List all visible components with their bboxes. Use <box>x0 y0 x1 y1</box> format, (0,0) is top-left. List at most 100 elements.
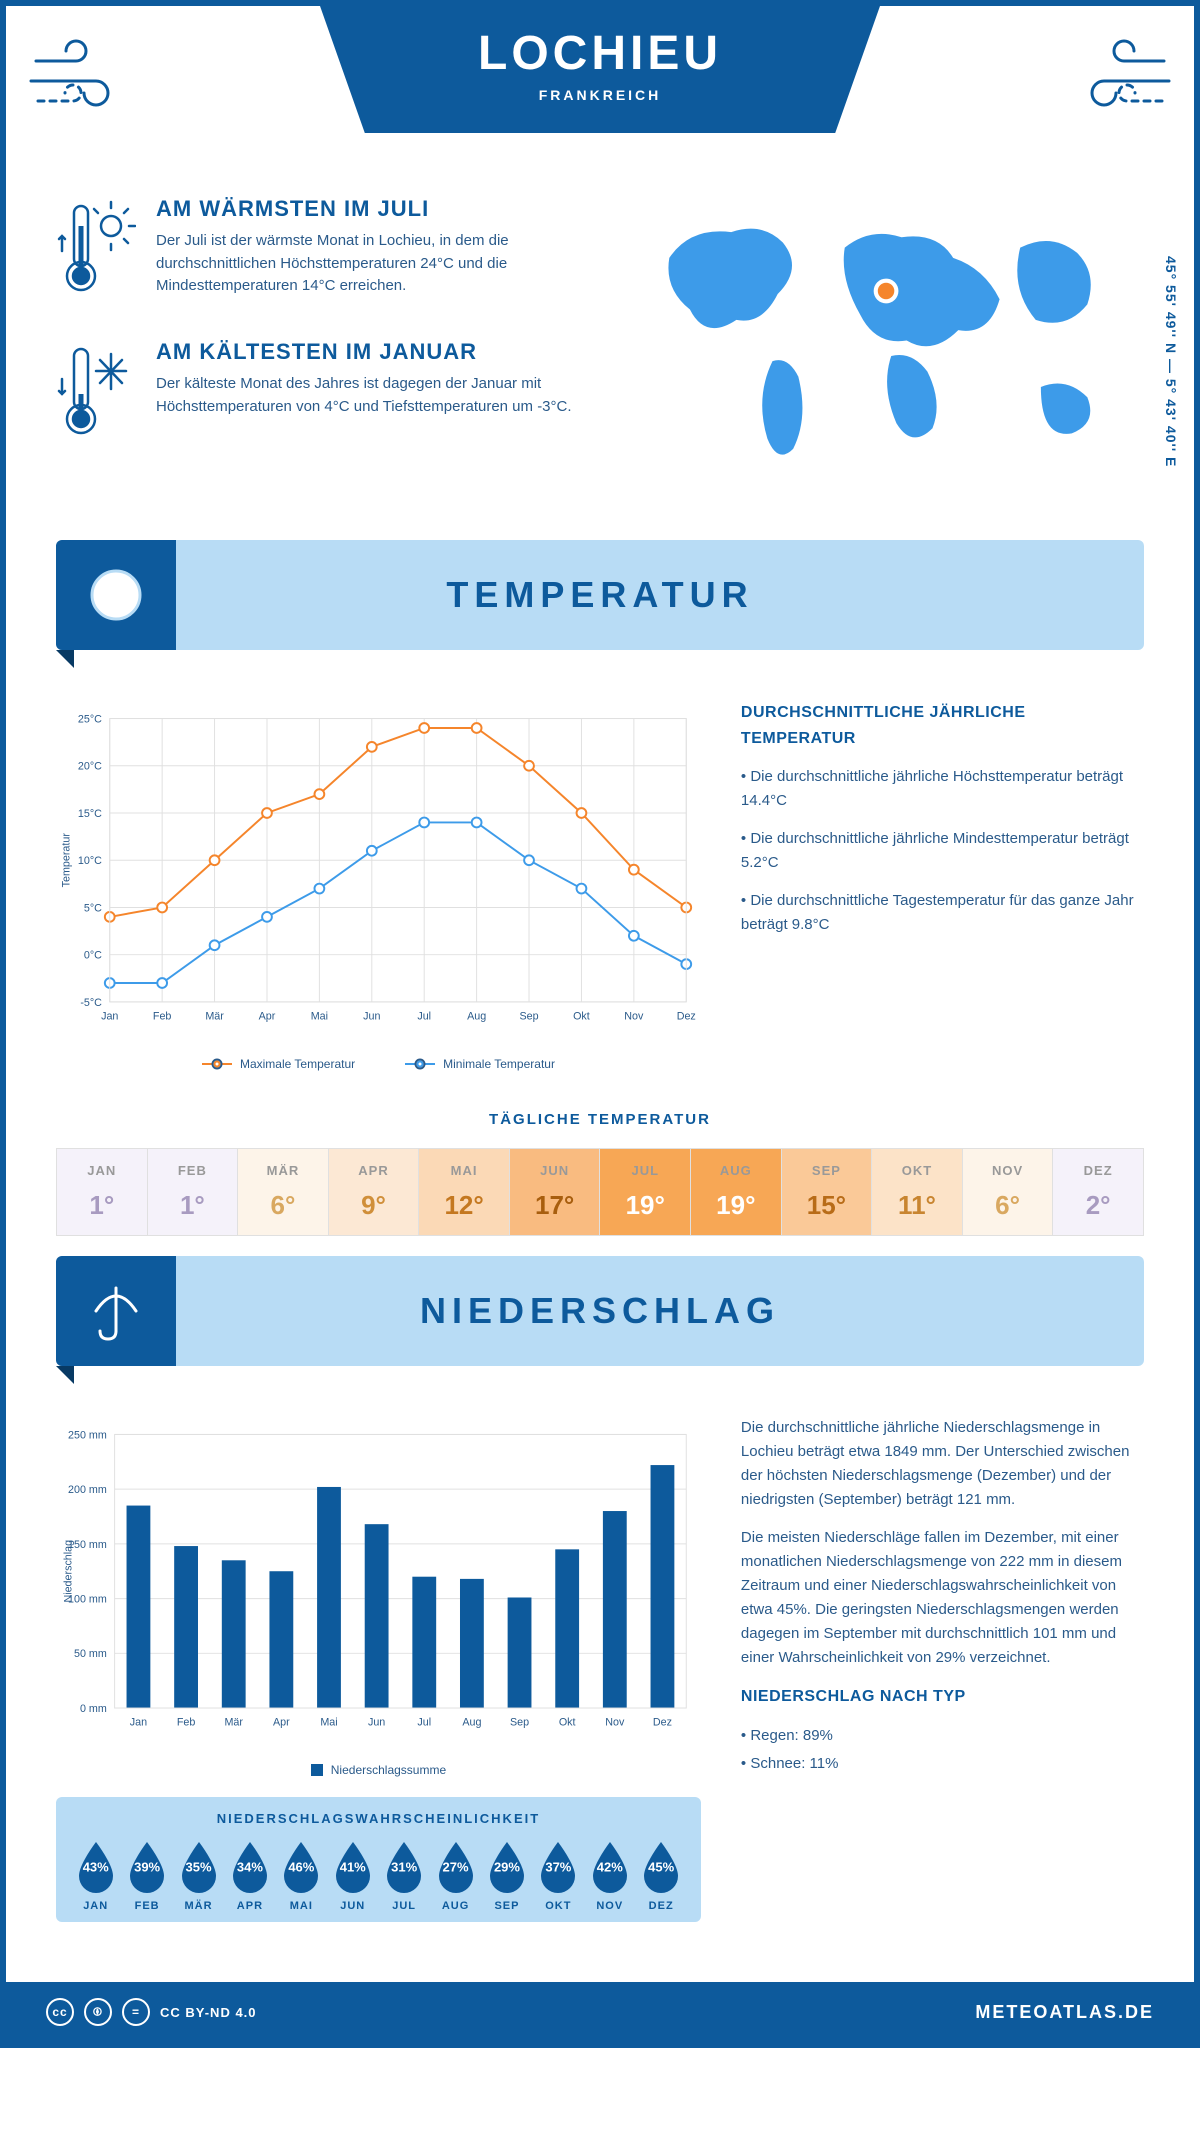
prob-month: FEB <box>123 1900 170 1912</box>
temp-table-cell: DEZ2° <box>1053 1149 1143 1235</box>
svg-text:Sep: Sep <box>510 1717 529 1729</box>
temp-cell-month: APR <box>333 1163 415 1178</box>
temp-cell-value: 9° <box>333 1190 415 1221</box>
wind-icon-left <box>26 36 136 131</box>
temperature-section-header: TEMPERATUR <box>56 540 1144 650</box>
precipitation-section-header: NIEDERSCHLAG <box>56 1256 1144 1366</box>
prob-value: 27% <box>443 1860 469 1875</box>
svg-text:15°C: 15°C <box>78 808 102 820</box>
drop-icon: 31% <box>381 1838 427 1894</box>
prob-month: AUG <box>432 1900 479 1912</box>
prob-month: DEZ <box>637 1900 684 1912</box>
svg-text:-5°C: -5°C <box>80 997 102 1009</box>
cc-icon: cc <box>46 1998 74 2026</box>
title-banner: LOCHIEU FRANKREICH <box>320 6 880 133</box>
svg-text:Aug: Aug <box>462 1717 481 1729</box>
precip-prob-item: 39% FEB <box>123 1838 170 1912</box>
prob-month: JUL <box>380 1900 427 1912</box>
svg-text:0°C: 0°C <box>84 950 102 962</box>
svg-text:Nov: Nov <box>605 1717 625 1729</box>
city-title: LOCHIEU <box>360 26 840 81</box>
license-text: CC BY-ND 4.0 <box>160 2005 257 2020</box>
header: LOCHIEU FRANKREICH <box>6 6 1194 186</box>
precipitation-bar-chart: 0 mm50 mm100 mm150 mm200 mm250 mmJanFebM… <box>56 1416 701 1746</box>
nd-icon: = <box>122 1998 150 2026</box>
prob-value: 42% <box>597 1860 623 1875</box>
coordinates: 45° 55' 49'' N — 5° 43' 40'' E <box>1163 256 1179 467</box>
temp-cell-value: 19° <box>604 1190 686 1221</box>
thermometer-hot-icon <box>56 196 136 311</box>
temp-cell-month: SEP <box>786 1163 868 1178</box>
svg-text:Feb: Feb <box>153 1011 172 1023</box>
drop-icon: 45% <box>638 1838 684 1894</box>
svg-text:Jul: Jul <box>417 1011 431 1023</box>
svg-text:Jun: Jun <box>363 1011 380 1023</box>
temp-info-bullet: • Die durchschnittliche jährliche Höchst… <box>741 765 1144 813</box>
umbrella-icon <box>56 1256 176 1366</box>
coldest-text: Der kälteste Monat des Jahres ist dagege… <box>156 373 598 418</box>
precip-chart-legend: Niederschlagssumme <box>56 1763 701 1777</box>
svg-text:Apr: Apr <box>273 1717 290 1729</box>
daily-temp-title: TÄGLICHE TEMPERATUR <box>6 1111 1194 1128</box>
legend-precip-label: Niederschlagssumme <box>331 1763 446 1777</box>
svg-text:Temperatur: Temperatur <box>61 833 73 888</box>
prob-month: MÄR <box>175 1900 222 1912</box>
drop-icon: 41% <box>330 1838 376 1894</box>
precip-prob-item: 31% JUL <box>380 1838 427 1912</box>
svg-text:Mai: Mai <box>311 1011 328 1023</box>
thermometer-cold-icon <box>56 339 136 454</box>
precip-prob-item: 42%NOV <box>586 1838 633 1912</box>
temperature-line-chart: -5°C0°C5°C10°C15°C20°C25°CJanFebMärAprMa… <box>56 700 701 1040</box>
drop-icon: 39% <box>124 1838 170 1894</box>
precip-info-para: Die durchschnittliche jährliche Niedersc… <box>741 1416 1144 1512</box>
svg-text:Dez: Dez <box>653 1717 672 1729</box>
precipitation-title: NIEDERSCHLAG <box>176 1290 1144 1332</box>
temp-cell-month: MAI <box>423 1163 505 1178</box>
temp-table-cell: MÄR6° <box>238 1149 329 1235</box>
temp-info-title: DURCHSCHNITTLICHE JÄHRLICHE TEMPERATUR <box>741 700 1144 751</box>
precip-type-bullet: • Schnee: 11% <box>741 1752 1144 1776</box>
svg-text:Okt: Okt <box>559 1717 576 1729</box>
temp-cell-month: JAN <box>61 1163 143 1178</box>
prob-value: 34% <box>237 1860 263 1875</box>
temp-table-cell: AUG19° <box>691 1149 782 1235</box>
intro-section: AM WÄRMSTEN IM JULI Der Juli ist der wär… <box>6 186 1194 520</box>
temp-table-cell: NOV6° <box>963 1149 1054 1235</box>
prob-value: 46% <box>288 1860 314 1875</box>
prob-value: 39% <box>134 1860 160 1875</box>
temp-table-cell: JUN17° <box>510 1149 601 1235</box>
svg-text:Mär: Mär <box>224 1717 243 1729</box>
coldest-fact: AM KÄLTESTEN IM JANUAR Der kälteste Mona… <box>56 339 598 454</box>
temp-table-cell: FEB1° <box>148 1149 239 1235</box>
prob-month: SEP <box>483 1900 530 1912</box>
precipitation-probability-panel: NIEDERSCHLAGSWAHRSCHEINLICHKEIT 43%JAN39… <box>56 1797 701 1922</box>
temp-cell-value: 17° <box>514 1190 596 1221</box>
precipitation-content: 0 mm50 mm100 mm150 mm200 mm250 mmJanFebM… <box>6 1386 1194 1952</box>
svg-text:Sep: Sep <box>519 1011 538 1023</box>
temp-cell-month: NOV <box>967 1163 1049 1178</box>
svg-text:50 mm: 50 mm <box>74 1648 107 1660</box>
temp-table-cell: JAN1° <box>57 1149 148 1235</box>
warmest-title: AM WÄRMSTEN IM JULI <box>156 196 598 222</box>
svg-text:Aug: Aug <box>467 1011 486 1023</box>
svg-text:Apr: Apr <box>259 1011 276 1023</box>
warmest-fact: AM WÄRMSTEN IM JULI Der Juli ist der wär… <box>56 196 598 311</box>
precip-type-title: NIEDERSCHLAG NACH TYP <box>741 1684 1144 1710</box>
temperature-title: TEMPERATUR <box>176 574 1144 616</box>
prob-month: OKT <box>535 1900 582 1912</box>
temp-table-cell: MAI12° <box>419 1149 510 1235</box>
temp-info-bullet: • Die durchschnittliche jährliche Mindes… <box>741 827 1144 875</box>
legend-min-label: Minimale Temperatur <box>443 1057 555 1071</box>
svg-text:Feb: Feb <box>177 1717 196 1729</box>
drop-icon: 35% <box>176 1838 222 1894</box>
svg-text:250 mm: 250 mm <box>68 1429 107 1441</box>
svg-text:Dez: Dez <box>677 1011 696 1023</box>
prob-month: JUN <box>329 1900 376 1912</box>
country-subtitle: FRANKREICH <box>360 87 840 103</box>
precip-info-para: Die meisten Niederschläge fallen im Deze… <box>741 1526 1144 1670</box>
temp-table-cell: SEP15° <box>782 1149 873 1235</box>
svg-text:Jun: Jun <box>368 1717 385 1729</box>
world-map-icon <box>628 196 1144 485</box>
temp-table-cell: APR 9° <box>329 1149 420 1235</box>
temp-chart-legend: Maximale Temperatur Minimale Temperatur <box>56 1057 701 1071</box>
